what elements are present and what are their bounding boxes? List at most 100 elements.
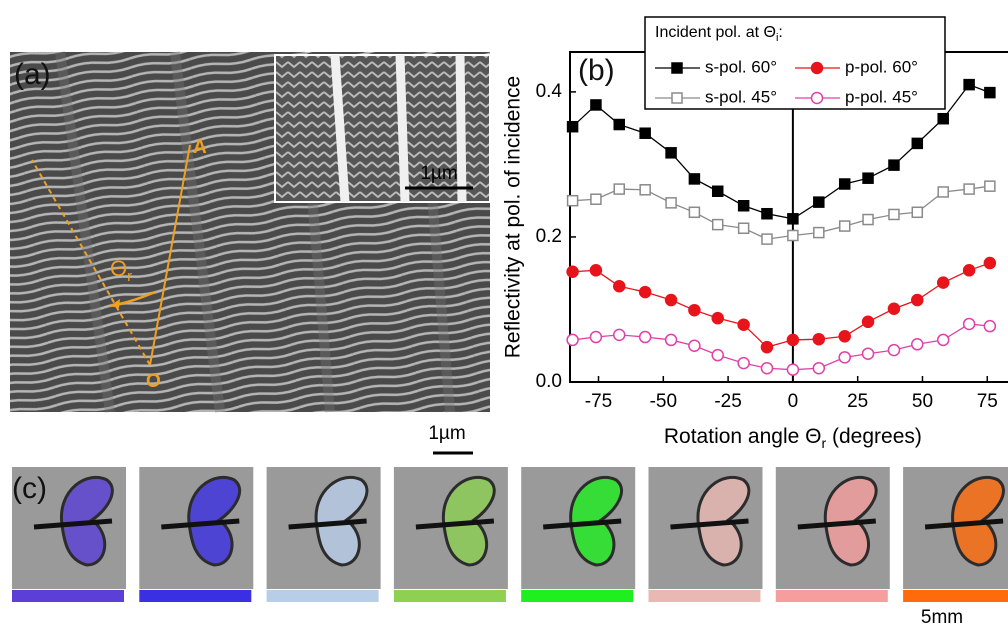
marker xyxy=(788,230,798,240)
marker xyxy=(912,138,922,148)
marker xyxy=(614,281,625,292)
marker xyxy=(788,214,798,224)
panel-label: (b) xyxy=(578,54,615,87)
color-swatch xyxy=(903,590,1008,602)
marker xyxy=(938,334,949,345)
marker xyxy=(712,313,723,324)
marker xyxy=(762,209,772,219)
marker xyxy=(787,334,798,345)
point-label: O xyxy=(146,371,161,392)
series-line xyxy=(573,324,990,370)
panel-label: (a) xyxy=(14,58,51,91)
color-swatch xyxy=(12,590,124,602)
color-swatch xyxy=(776,590,888,602)
marker xyxy=(888,303,899,314)
legend-label: s-pol. 45° xyxy=(705,87,777,106)
marker xyxy=(614,184,624,194)
marker xyxy=(813,334,824,345)
marker xyxy=(762,234,772,244)
marker xyxy=(964,265,975,276)
marker xyxy=(964,184,974,194)
marker xyxy=(666,198,676,208)
x-axis-label: Rotation angle Θr (degrees) xyxy=(664,425,922,451)
marker xyxy=(614,329,625,340)
x-tick-label: -75 xyxy=(585,391,612,412)
marker xyxy=(938,277,949,288)
marker xyxy=(889,160,899,170)
marker xyxy=(689,305,700,316)
legend-label: p-pol. 45° xyxy=(845,87,918,106)
marker xyxy=(912,339,923,350)
color-swatch xyxy=(649,590,761,602)
marker xyxy=(567,334,578,345)
marker xyxy=(984,258,995,269)
y-axis-label: Reflectivity at pol. of incidence xyxy=(502,76,525,358)
legend-title-part: Incident pol. at Θ xyxy=(655,24,776,41)
x-tick-label: 25 xyxy=(847,391,868,412)
marker xyxy=(938,114,948,124)
inset-scale-label: 1µm xyxy=(420,163,457,184)
marker xyxy=(713,220,723,230)
marker xyxy=(985,181,995,191)
y-tick-label: 0.0 xyxy=(536,371,562,392)
marker xyxy=(666,334,677,345)
marker xyxy=(840,221,850,231)
marker xyxy=(839,331,850,342)
marker xyxy=(568,122,578,132)
legend-marker xyxy=(672,93,682,103)
marker xyxy=(912,295,923,306)
marker xyxy=(739,201,749,211)
angle-symbol: Θ xyxy=(110,256,127,281)
marker xyxy=(567,266,578,277)
page: {"panel_a":{"label":"(a)","point_a":"A",… xyxy=(0,0,1008,637)
legend-label: s-pol. 60° xyxy=(705,57,777,76)
marker xyxy=(590,265,601,276)
marker xyxy=(689,340,700,351)
marker xyxy=(591,194,601,204)
x-tick-label: -25 xyxy=(714,391,741,412)
marker xyxy=(713,186,723,196)
marker xyxy=(739,223,749,233)
legend-title: Incident pol. at Θi: xyxy=(655,24,783,44)
marker xyxy=(689,174,699,184)
point-label: A xyxy=(193,137,207,158)
legend-marker xyxy=(812,63,823,74)
marker xyxy=(863,348,874,359)
marker xyxy=(591,100,601,110)
marker xyxy=(787,364,798,375)
angle-subscript: r xyxy=(127,268,132,285)
x-tick-label: -50 xyxy=(650,391,677,412)
marker xyxy=(912,207,922,217)
y-tick-label: 0.2 xyxy=(536,226,562,247)
marker xyxy=(888,345,899,356)
color-swatch xyxy=(139,590,251,602)
marker xyxy=(761,363,772,374)
series-line xyxy=(573,263,990,347)
x-axis-label-part: (degrees) xyxy=(826,425,922,448)
series-line xyxy=(573,186,990,239)
x-tick-label: 50 xyxy=(912,391,933,412)
x-tick-label: 75 xyxy=(977,391,998,412)
marker xyxy=(964,318,975,329)
color-swatch xyxy=(394,590,506,602)
legend-title-part: : xyxy=(778,24,782,41)
marker xyxy=(738,358,749,369)
marker xyxy=(666,295,677,306)
marker xyxy=(712,350,723,361)
marker xyxy=(568,196,578,206)
legend-marker xyxy=(672,63,682,73)
marker xyxy=(964,80,974,90)
marker xyxy=(640,185,650,195)
photo-row xyxy=(12,467,1008,602)
marker xyxy=(938,187,948,197)
panel-label: (c) xyxy=(12,472,47,505)
marker xyxy=(614,120,624,130)
marker xyxy=(640,287,651,298)
color-swatch xyxy=(521,590,633,602)
marker xyxy=(738,319,749,330)
marker xyxy=(863,316,874,327)
x-axis-label-part: Rotation angle Θ xyxy=(664,425,822,448)
marker xyxy=(666,148,676,158)
marker xyxy=(889,209,899,219)
